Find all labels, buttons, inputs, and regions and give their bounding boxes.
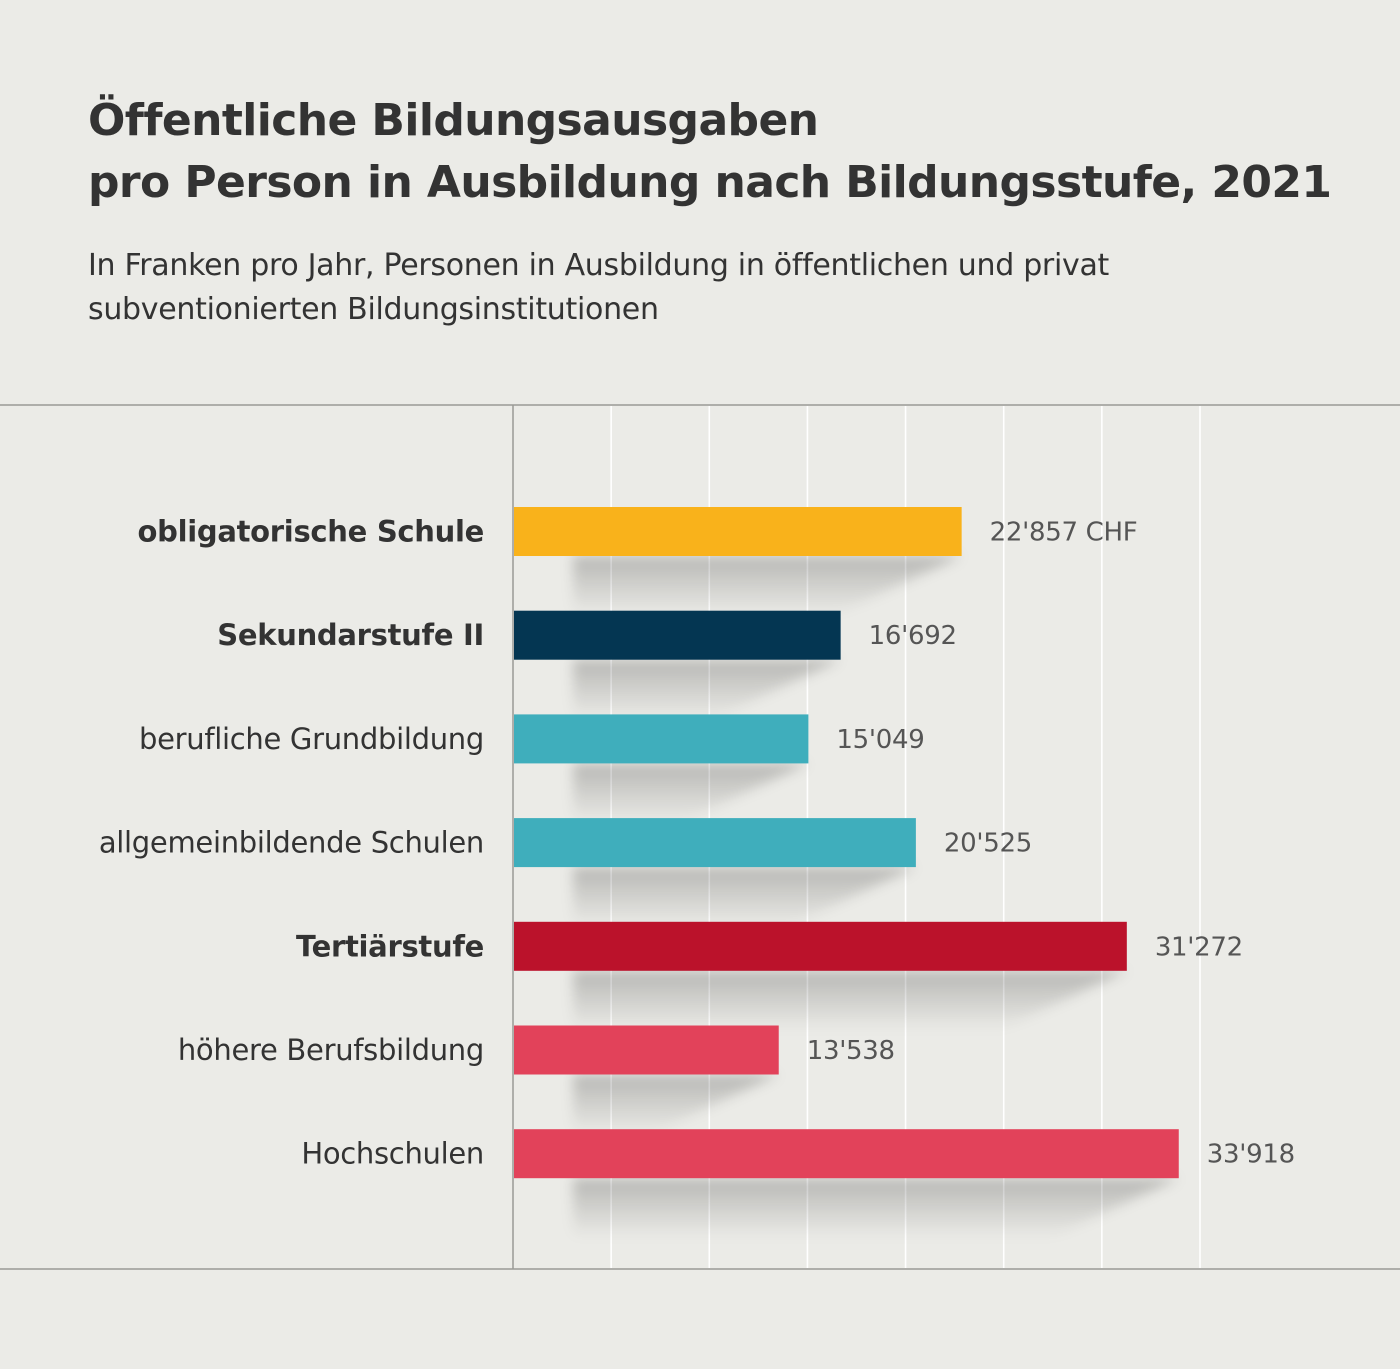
chart-title-line-1: Öffentliche Bildungsausgaben bbox=[88, 95, 819, 146]
chart-subtitle: In Franken pro Jahr, Personen in Ausbild… bbox=[88, 244, 1348, 332]
category-label: Hochschulen bbox=[301, 1137, 484, 1171]
bar-shadow bbox=[573, 1074, 779, 1135]
category-label: obligatorische Schule bbox=[138, 515, 484, 549]
chart-subtitle-line-1: In Franken pro Jahr, Personen in Ausbild… bbox=[88, 248, 1110, 283]
bar bbox=[514, 1025, 779, 1075]
category-label: Sekundarstufe II bbox=[217, 618, 484, 652]
value-label: 16'692 bbox=[869, 621, 957, 651]
chart-subtitle-line-2: subventionierten Bildungsinstitutionen bbox=[88, 292, 659, 327]
category-label: berufliche Grundbildung bbox=[139, 722, 484, 756]
bar bbox=[514, 818, 916, 868]
category-labels: obligatorische Schule Sekundarstufe II ber… bbox=[99, 515, 484, 1171]
value-label: 20'525 bbox=[944, 829, 1032, 859]
category-label: allgemeinbildende Schulen bbox=[99, 826, 484, 860]
value-label: 33'918 bbox=[1207, 1140, 1295, 1170]
bar-shadow bbox=[573, 1178, 1179, 1239]
bar-shadows bbox=[573, 556, 1179, 1239]
value-label: 13'538 bbox=[807, 1036, 895, 1066]
bar bbox=[514, 714, 809, 764]
bar bbox=[514, 507, 962, 556]
bar bbox=[514, 921, 1127, 971]
bar-shadow bbox=[573, 556, 962, 616]
bar-shadow bbox=[573, 659, 841, 720]
bar-shadow bbox=[573, 763, 809, 824]
bar bbox=[514, 1129, 1179, 1179]
category-label: höhere Berufsbildung bbox=[178, 1033, 484, 1067]
bar bbox=[514, 610, 841, 660]
chart-title: Öffentliche Bildungsausgaben pro Person … bbox=[88, 90, 1348, 214]
value-label: 22'857 CHF bbox=[990, 518, 1138, 548]
value-label: 31'272 bbox=[1155, 932, 1243, 962]
bars bbox=[514, 507, 1179, 1179]
chart-title-line-2: pro Person in Ausbildung nach Bildungsst… bbox=[88, 157, 1332, 208]
category-label: Tertiärstufe bbox=[296, 929, 484, 963]
value-labels: 22'857 CHF 16'692 15'049 20'525 31'272 13'538… bbox=[807, 518, 1295, 1170]
value-label: 15'049 bbox=[836, 725, 924, 755]
bar-shadow bbox=[573, 867, 916, 928]
bar-shadow bbox=[573, 970, 1127, 1031]
